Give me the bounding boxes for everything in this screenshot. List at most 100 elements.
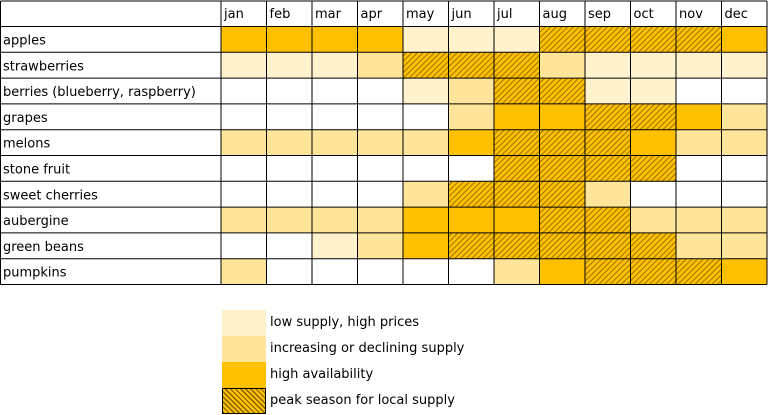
month-header-aug: aug [543,7,567,22]
cell-jun [448,78,494,104]
cell-dec [721,52,767,79]
cell-dec [721,78,767,104]
cell-aug [539,258,585,285]
cell-mar [312,232,358,259]
cell-jun [448,155,494,182]
row-label: stone fruit [3,163,70,178]
cell-jan [221,232,267,259]
row-label: berries (blueberry, raspberry) [3,85,196,100]
cell-dec [721,258,767,285]
cell-nov [676,78,722,104]
cell-may [403,181,449,208]
row-label: pumpkins [3,266,67,281]
row-label: aubergine [3,214,69,229]
cell-may [403,103,449,130]
cell-jan [221,103,267,130]
cell-oct [630,103,676,130]
row-label: apples [3,34,46,49]
cell-dec [721,26,767,53]
cell-apr [357,129,403,156]
cell-jun [448,207,494,233]
cell-sep [585,52,631,79]
cell-sep [585,207,631,233]
cell-aug [539,26,585,53]
cell-jun [448,232,494,259]
cell-feb [266,232,312,259]
cell-oct [630,26,676,53]
cell-feb [266,26,312,53]
cell-feb [266,103,312,130]
cell-nov [676,129,722,156]
cell-sep [585,155,631,182]
month-header-dec: dec [725,7,748,22]
cell-jul [494,26,540,53]
cell-oct [630,155,676,182]
cell-dec [721,129,767,156]
cell-feb [266,78,312,104]
cell-jul [494,78,540,104]
cell-feb [266,181,312,208]
cell-aug [539,232,585,259]
cell-dec [721,181,767,208]
cell-dec [721,103,767,130]
cell-jun [448,52,494,79]
cell-mar [312,78,358,104]
cell-jan [221,78,267,104]
cell-jul [494,207,540,233]
cell-jul [494,181,540,208]
cell-jan [221,258,267,285]
cell-oct [630,129,676,156]
cell-mar [312,129,358,156]
cell-oct [630,181,676,208]
cell-jun [448,103,494,130]
legend-label: high availability [270,367,374,382]
cell-feb [266,129,312,156]
cell-jan [221,207,267,233]
cell-may [403,129,449,156]
cell-apr [357,78,403,104]
cell-apr [357,258,403,285]
cell-nov [676,207,722,233]
cell-may [403,52,449,79]
month-header-jul: jul [496,7,512,22]
cell-aug [539,103,585,130]
cell-sep [585,232,631,259]
cell-sep [585,129,631,156]
cell-jul [494,103,540,130]
row-label: melons [3,137,50,152]
cell-dec [721,207,767,233]
month-header-may: may [406,7,435,22]
cell-nov [676,26,722,53]
cell-jul [494,232,540,259]
cell-apr [357,207,403,233]
cell-feb [266,52,312,79]
cell-nov [676,232,722,259]
cell-jul [494,52,540,79]
cell-apr [357,26,403,53]
cell-mar [312,52,358,79]
cell-aug [539,155,585,182]
cell-aug [539,78,585,104]
cell-mar [312,207,358,233]
cell-mar [312,103,358,130]
cell-sep [585,78,631,104]
cell-jul [494,155,540,182]
cell-apr [357,155,403,182]
cell-jan [221,52,267,79]
cells-layer [221,26,767,285]
seasonality-table: jan feb mar apr may jun jul aug sep oct nov dec appl… [0,0,768,285]
month-header-apr: apr [361,7,383,22]
cell-may [403,258,449,285]
cell-aug [539,52,585,79]
cell-mar [312,26,358,53]
legend-label: increasing or declining supply [270,341,465,356]
row-label: strawberries [3,59,84,74]
cell-aug [539,129,585,156]
cell-jun [448,26,494,53]
legend-swatch [222,388,266,414]
cell-oct [630,258,676,285]
cell-jan [221,129,267,156]
legend-label: low supply, high prices [270,315,420,330]
legend-swatch [222,336,266,362]
month-header-mar: mar [315,7,342,22]
